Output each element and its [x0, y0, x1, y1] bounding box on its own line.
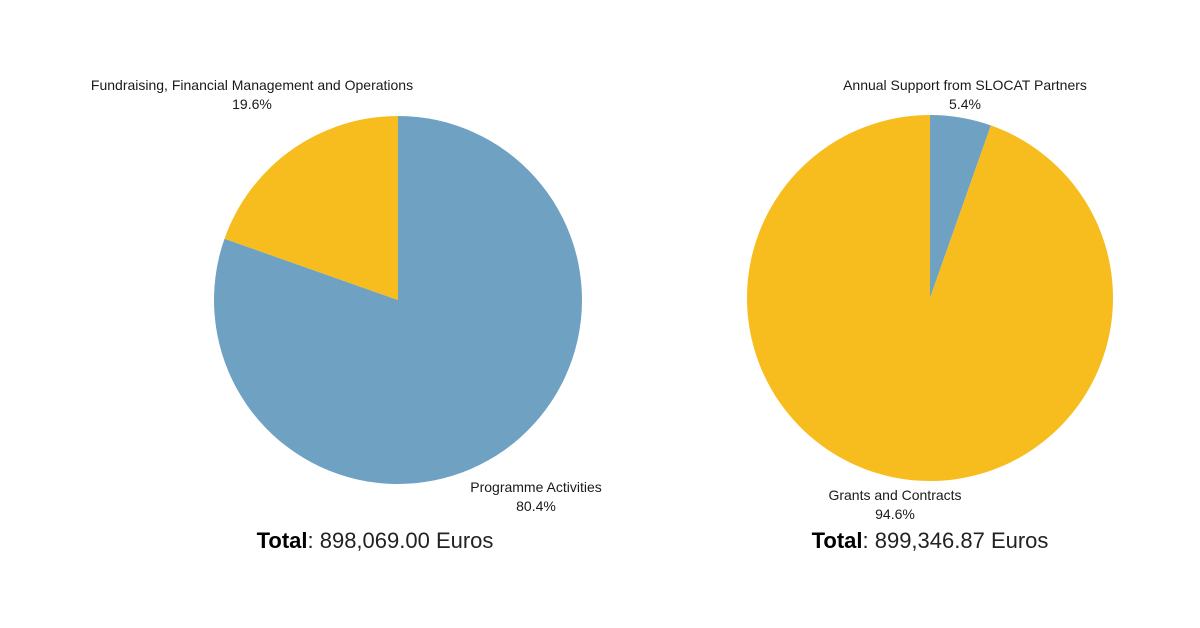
slice-label-programme-activities: Programme Activities: [470, 479, 601, 495]
slice-percent-grants-contracts: 94.6%: [875, 506, 915, 522]
pie-slice-grants-contracts: [747, 115, 1113, 481]
total-expenses-value: : 898,069.00 Euros: [307, 528, 494, 553]
pie-slice-annual-support: [930, 115, 991, 298]
slice-percent-annual-support: 5.4%: [949, 96, 981, 112]
pie-chart-income: Annual Support from SLOCAT Partners 5.4% G…: [747, 77, 1113, 522]
total-income: Total: 899,346.87 Euros: [812, 528, 1049, 554]
slice-label-fundraising: Fundraising, Financial Management and Op…: [91, 77, 413, 93]
total-expenses: Total: 898,069.00 Euros: [257, 528, 494, 554]
total-income-value: : 899,346.87 Euros: [862, 528, 1049, 553]
total-expenses-label: Total: [256, 528, 308, 553]
total-income-label: Total: [811, 528, 863, 553]
slice-label-annual-support: Annual Support from SLOCAT Partners: [843, 77, 1087, 93]
slice-percent-fundraising: 19.6%: [232, 96, 272, 112]
slice-label-grants-contracts: Grants and Contracts: [828, 487, 961, 503]
pie-slice-fundraising: [224, 115, 398, 301]
slice-percent-programme-activities: 80.4%: [516, 498, 556, 514]
pie-chart-expenses: Programme Activities 80.4% Fundraising, Fi…: [91, 77, 602, 514]
